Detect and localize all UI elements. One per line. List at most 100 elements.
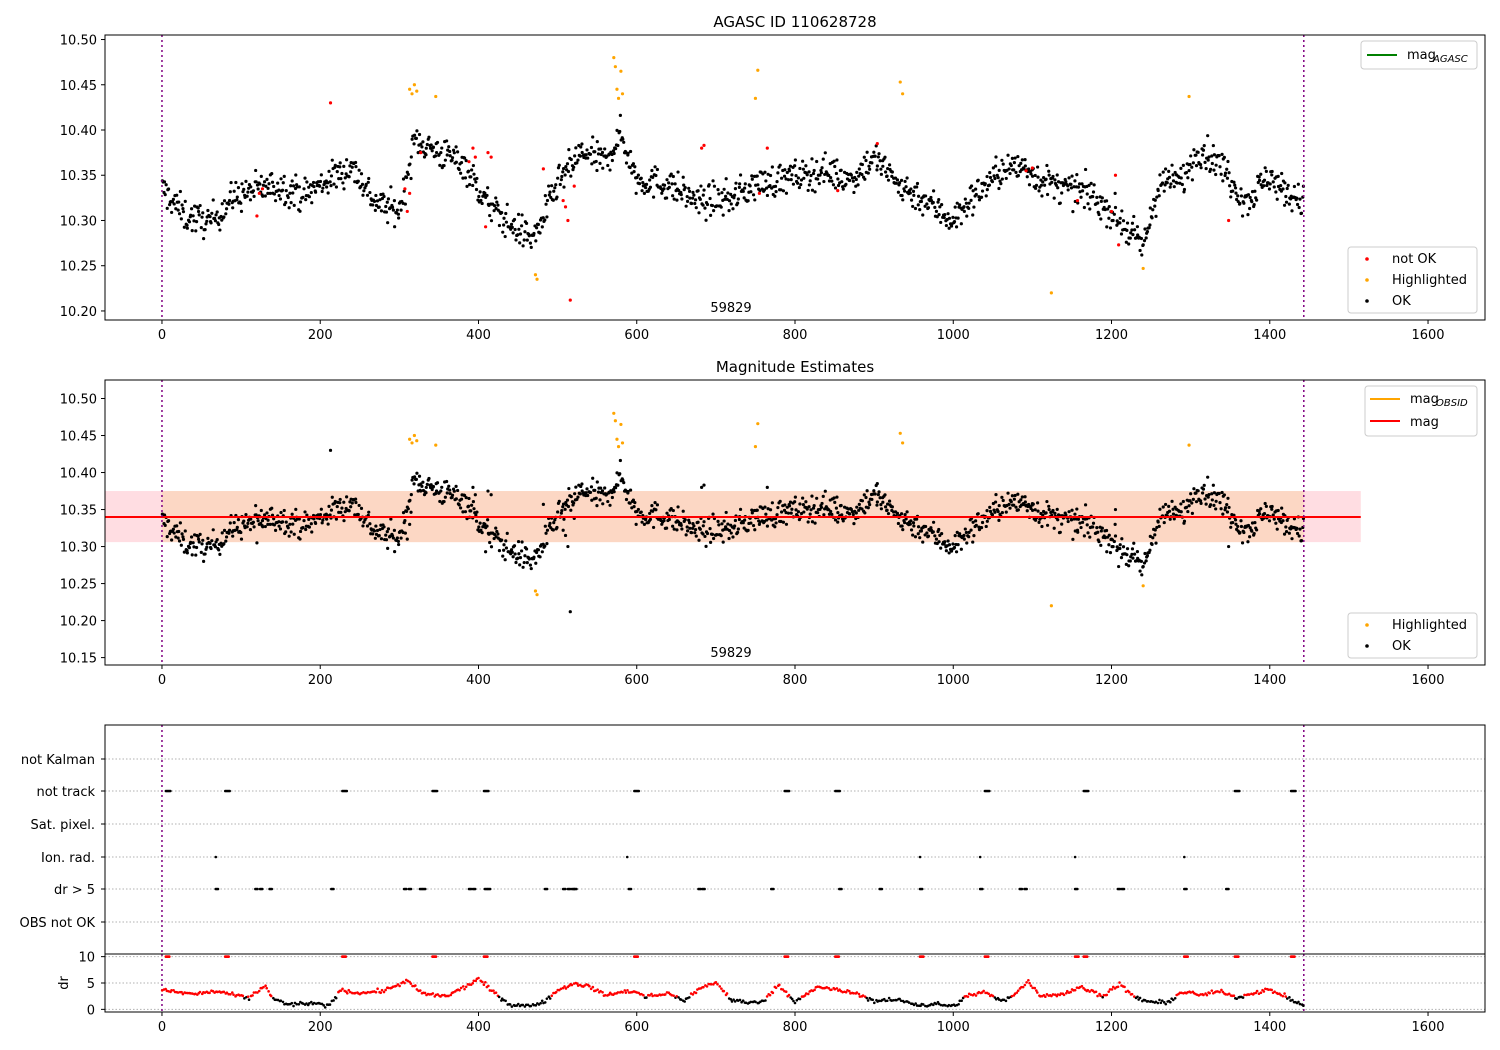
agasc-ok-point <box>1099 199 1103 204</box>
mag-ok-point <box>701 524 705 528</box>
agasc-ok-point <box>1210 154 1214 158</box>
agasc-ok-point <box>199 226 203 230</box>
dr-point <box>778 983 781 987</box>
agasc-ok-point <box>653 165 657 169</box>
agasc-ok-point <box>1103 207 1107 212</box>
dr-point <box>447 994 450 998</box>
agasc-ok-point <box>1145 230 1150 234</box>
agasc-ok-point <box>1050 180 1054 184</box>
mag-ok-point <box>836 520 840 524</box>
agasc-xtick-label: 1600 <box>1411 328 1444 343</box>
mag-ok-point <box>1075 528 1080 532</box>
mag-ok-point <box>916 532 920 536</box>
dr-point <box>830 988 833 992</box>
agasc-ok-point <box>1069 182 1073 186</box>
agasc-ok-point <box>916 194 921 198</box>
dr-xtick-label: 1200 <box>1095 1020 1128 1035</box>
mag-ok-point <box>731 535 735 539</box>
mag-ok-point <box>1009 499 1013 504</box>
mag-xtick-label: 1600 <box>1411 673 1444 688</box>
agasc-ok-point <box>1154 214 1158 218</box>
agasc-ok-point <box>1045 192 1050 197</box>
dr-point <box>691 993 695 996</box>
flag-event <box>256 887 259 891</box>
agasc-ok-point <box>939 220 943 225</box>
agasc-ok-point <box>281 181 285 185</box>
agasc-ok-point <box>684 204 688 208</box>
agasc-ok-point <box>1242 201 1246 205</box>
agasc-ok-point <box>454 145 458 149</box>
mag-ok-point <box>721 540 725 544</box>
agasc-ok-point <box>693 198 698 202</box>
mag-ok-point <box>261 525 265 529</box>
mag-ok-point <box>596 490 601 494</box>
mag-ok-point <box>1107 533 1111 537</box>
mag-ok-point <box>866 506 870 510</box>
magnitude-legend-points: Highlighted OK <box>1347 612 1478 659</box>
mag-ok-point <box>685 525 689 529</box>
agasc-ok-point <box>1004 176 1008 181</box>
agasc-ok-point <box>1182 190 1186 194</box>
mag-ok-point <box>628 501 632 505</box>
mag-ok-point <box>177 539 182 543</box>
mag-ok-point <box>681 509 685 513</box>
mag-ytick-label: 10.45 <box>60 430 97 445</box>
dr-point <box>415 988 419 991</box>
agasc-ok-point <box>810 188 815 192</box>
agasc-ok-point <box>603 147 607 151</box>
mag-highlighted-point <box>901 441 905 445</box>
mag-ok-point <box>688 526 692 530</box>
agasc-ok-point <box>320 189 324 194</box>
agasc-ok-point <box>1079 195 1083 199</box>
agasc-ok-point <box>971 213 975 217</box>
mag-ok-point <box>904 517 908 521</box>
dr-point <box>1136 995 1139 999</box>
agasc-ok-point <box>1113 205 1118 210</box>
agasc-ok-point <box>1171 173 1175 177</box>
agasc-ok-point <box>435 140 440 145</box>
mag-ok-point <box>642 522 647 526</box>
agasc-notok-point <box>836 189 840 193</box>
agasc-notok-point <box>757 191 761 195</box>
dr-point <box>1080 984 1084 988</box>
mag-ok-point <box>988 505 992 509</box>
dr-point <box>738 998 742 1002</box>
dr-point <box>939 1003 943 1007</box>
dr-point <box>257 989 261 993</box>
dr-point <box>1146 999 1150 1003</box>
agasc-ok-point <box>232 189 236 193</box>
agasc-ok-point <box>1297 205 1301 210</box>
mag-ok-point <box>1207 493 1211 497</box>
mag-ok-point <box>1222 493 1226 497</box>
agasc-ok-point <box>560 174 564 179</box>
agasc-ok-point <box>334 185 339 189</box>
agasc-ok-point <box>593 150 597 154</box>
mag-ok-point <box>501 554 505 558</box>
agasc-ok-point <box>805 173 809 177</box>
mag-xtick-label: 200 <box>308 673 333 688</box>
flag-event <box>988 789 991 793</box>
agasc-ok-point <box>360 182 365 186</box>
mag-ok-point <box>765 524 770 528</box>
dr-point <box>267 990 270 993</box>
mag-ok-point <box>1206 475 1210 479</box>
mag-ok-point <box>805 507 809 511</box>
mag-ok-point <box>1209 503 1213 507</box>
agasc-ok-point <box>612 151 616 156</box>
dr-point <box>1281 994 1285 998</box>
mag-ok-point <box>1234 522 1238 526</box>
agasc-ok-point <box>454 160 458 164</box>
mag-ok-point <box>1119 556 1124 560</box>
mag-ok-point <box>1280 506 1284 510</box>
agasc-ok-point <box>1132 228 1137 232</box>
mag-ok-point <box>836 510 840 515</box>
agasc-ok-point <box>272 192 277 196</box>
mag-ok-point <box>434 489 439 493</box>
agasc-ok-point <box>868 167 872 171</box>
agasc-ok-point <box>294 173 298 177</box>
mag-ok-point <box>1217 491 1221 496</box>
mag-ok-point <box>505 531 509 535</box>
mag-ok-point <box>492 532 497 536</box>
mag-ok-point <box>811 506 816 510</box>
agasc-ok-point <box>969 184 974 188</box>
